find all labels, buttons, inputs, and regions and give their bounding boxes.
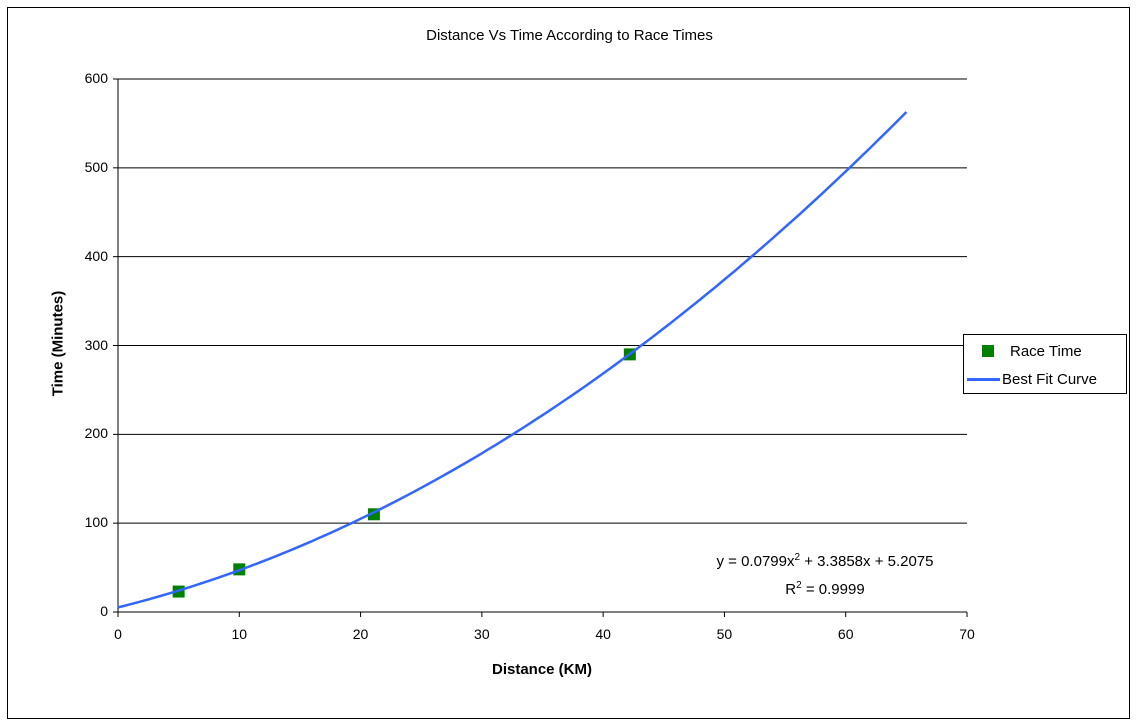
x-tick-label: 20: [352, 626, 369, 642]
y-tick-label: 100: [84, 514, 108, 531]
r-squared-label: R: [785, 581, 797, 598]
equation-text: y = 0.0799x: [716, 553, 795, 570]
y-axis-label: Time (Minutes): [49, 290, 67, 397]
legend-label: Best Fit Curve: [1002, 370, 1098, 388]
legend-item-race-time: Race Time: [964, 341, 1082, 361]
x-axis-label: Distance (KM): [491, 661, 592, 678]
y-tick-label: 200: [84, 425, 108, 442]
y-tick-label: 600: [84, 70, 108, 86]
r-squared-exponent: 2: [796, 580, 802, 591]
x-tick-label: 70: [959, 626, 975, 642]
y-tick-label: 500: [84, 158, 108, 175]
line-marker-icon: [967, 377, 1000, 381]
legend: Race Time Best Fit Curve: [963, 334, 1127, 394]
y-tick-label: 400: [84, 247, 108, 264]
x-tick-label: 60: [837, 626, 854, 642]
equation-exponent: 2: [794, 552, 801, 563]
x-tick-label: 10: [231, 626, 248, 642]
x-tick-label: 30: [474, 626, 490, 642]
chart-title: Distance Vs Time According to Race Times: [426, 27, 713, 44]
x-tick-label: 40: [595, 626, 611, 642]
x-tick-label: 50: [716, 626, 733, 642]
square-marker-icon: [982, 345, 994, 357]
legend-item-best-fit-curve: Best Fit Curve: [964, 369, 1097, 389]
y-tick-label: 0: [100, 603, 108, 619]
r-squared-value: = 0.9999: [801, 581, 865, 598]
x-tick-label: 0: [114, 626, 122, 642]
best-fit-curve: [117, 111, 908, 609]
equation-text: + 3.3858x + 5.2075: [800, 553, 934, 570]
y-tick-label: 300: [84, 336, 108, 353]
trendline-equation: y = 0.0799x2 + 3.3858x + 5.2075 R2 = 0.9…: [680, 546, 970, 602]
chart-border: [7, 7, 1130, 719]
legend-label: Race Time: [1010, 342, 1082, 360]
